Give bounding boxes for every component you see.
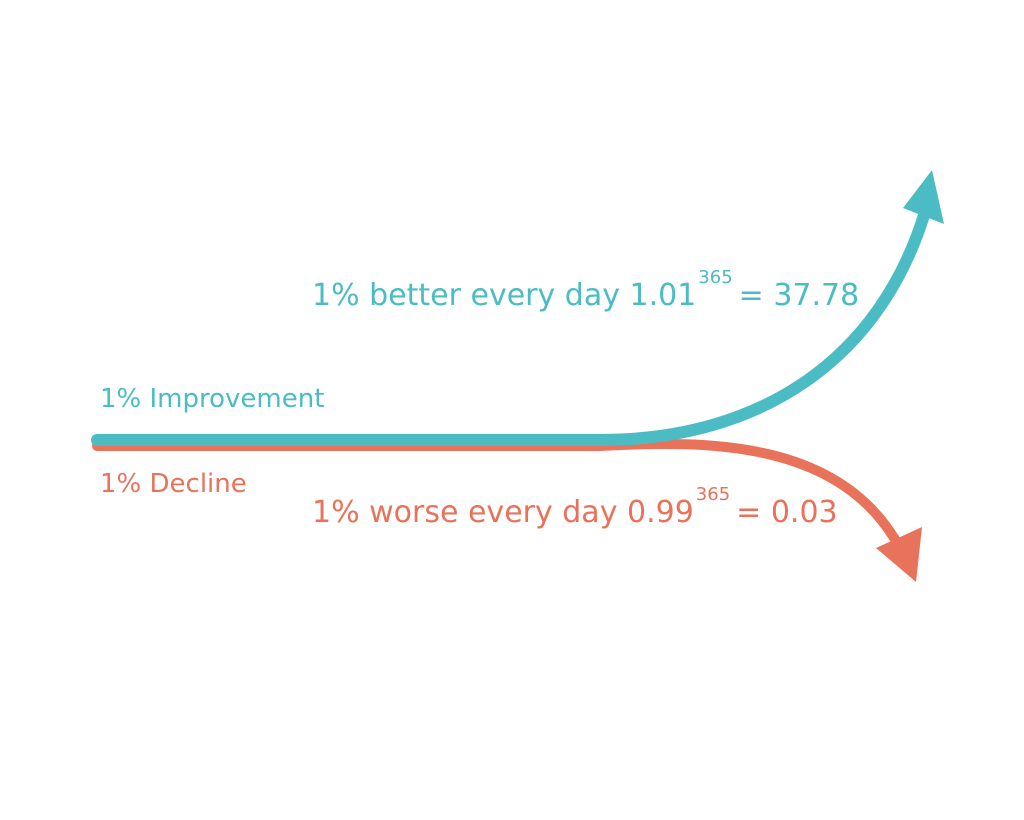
formula-result: = 37.78 (739, 278, 860, 313)
improvement-curve (91, 206, 931, 446)
decline-formula: 1% worse every day 0.99365 = 0.03 (312, 484, 838, 530)
formula-result: = 0.03 (736, 495, 837, 530)
formula-exponent: 365 (696, 484, 730, 505)
improvement-formula: 1% better every day 1.01365 = 37.78 (312, 267, 859, 313)
formula-text: 1% worse every day 0.99 (312, 495, 694, 530)
improvement-arrowhead (903, 170, 944, 224)
formula-exponent: 365 (698, 267, 732, 288)
decline-arrowhead (876, 527, 922, 582)
improvement-label: 1% Improvement (100, 384, 324, 414)
decline-label: 1% Decline (100, 469, 247, 499)
formula-text: 1% better every day 1.01 (312, 278, 696, 313)
